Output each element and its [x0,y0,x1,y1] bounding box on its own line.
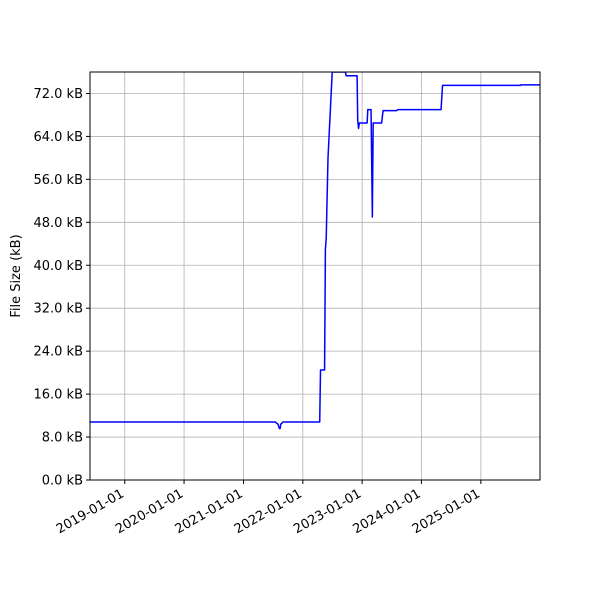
y-tick-label: 64.0 kB [33,130,83,145]
x-tick-label: 2025-01-01 [410,486,483,537]
y-tick-label: 40.0 kB [33,259,83,274]
y-tick-label: 16.0 kB [33,388,83,403]
y-tick-label: 72.0 kB [33,87,83,102]
y-tick-label: 8.0 kB [42,431,83,446]
y-tick-label: 48.0 kB [33,216,83,231]
file-size-line [90,72,540,430]
x-axis-ticks: 2019-01-012020-01-012021-01-012022-01-01… [54,480,483,537]
y-axis-label: File Size (kB) [9,234,24,317]
y-tick-label: 56.0 kB [33,173,83,188]
series-layer [90,72,540,430]
plot-area-frame [89,71,541,481]
y-tick-label: 32.0 kB [33,302,83,317]
y-axis-ticks: 0.0 kB 8.0 kB 16.0 kB 24.0 kB 32.0 kB 40.0 kB… [33,87,90,489]
y-tick-label: 0.0 kB [42,474,83,489]
grid-lines [90,72,540,481]
y-tick-label: 24.0 kB [33,345,83,360]
